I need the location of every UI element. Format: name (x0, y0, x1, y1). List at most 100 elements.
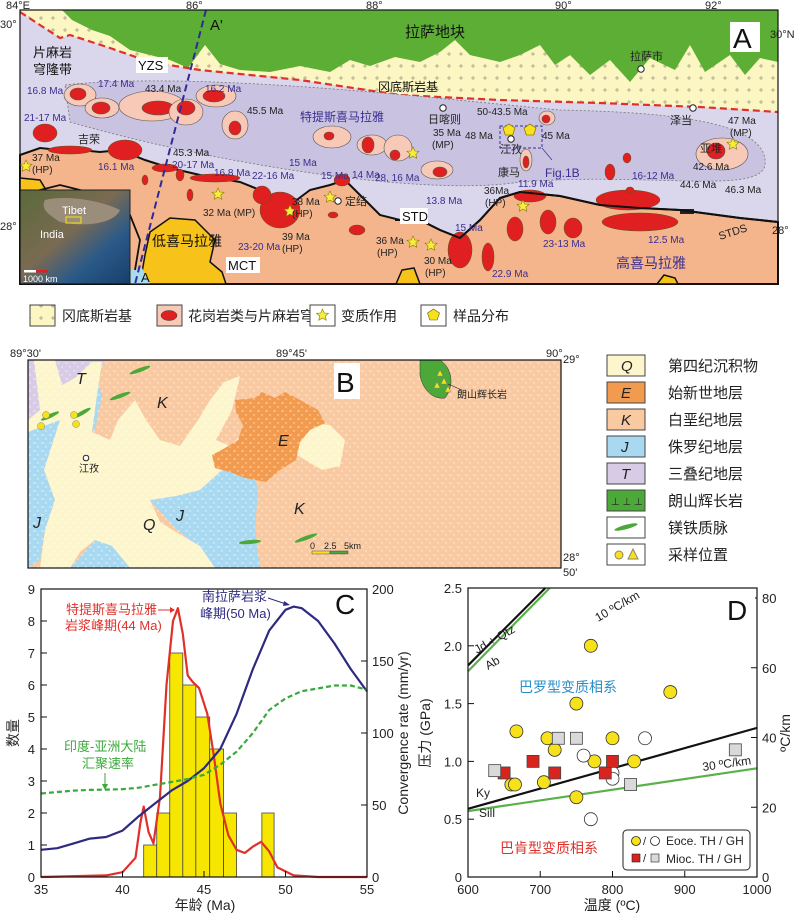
label-langshan-gabbro: 朗山辉长岩 (457, 388, 507, 401)
annotation-convergence-rate: 印度-亚洲大陆 (64, 739, 146, 754)
age-label: 50-43.5 Ma (477, 107, 528, 118)
age-label: 13.8 Ma (426, 196, 463, 207)
y-tick-label: 0.5 (444, 812, 462, 827)
pentagon-icon (427, 308, 440, 321)
label-fig1b[interactable]: Fig.1B (545, 166, 580, 180)
place-lhasa: 拉萨市 (630, 49, 663, 63)
age-label: 32 Ma (MP) (203, 208, 255, 219)
age-label: 16.8 Ma (27, 86, 64, 97)
legend-swatch (606, 435, 646, 458)
data-point (587, 754, 602, 769)
label-mct: MCT (228, 258, 256, 273)
reaction-line (467, 587, 547, 667)
legend-label: 花岗岩类与片麻岩穹隆 (188, 308, 328, 324)
panel-a-map: Tibet India 1000 km 84°E 86° 88° 90° 92°… (0, 0, 795, 285)
unit-label-j: J (175, 508, 185, 525)
age-label: 16.2 Ma (205, 84, 242, 95)
age-label: (MP) (432, 140, 454, 151)
region-label-greater-himalaya: 高喜马拉雅 (616, 255, 686, 271)
place-dinggye: 定结 (345, 194, 367, 208)
x-tick-label: 800 (602, 882, 624, 897)
label-yzs: YZS (138, 58, 164, 73)
age-label: 15 Ma (455, 223, 483, 234)
y-tick-label: 2.0 (444, 639, 462, 654)
y2-tick-label: 0 (762, 870, 769, 885)
age-label: 15 Ma (321, 171, 349, 182)
reaction-label-sill: Sill (479, 806, 495, 820)
y-tick-label: 1.5 (444, 697, 462, 712)
place-gyantse: 江孜 (500, 142, 522, 156)
legend-symbol: Q (621, 358, 633, 375)
gabbro-symbol: ⊥ ⊥ ⊥ (611, 497, 643, 508)
y2-tick-label: 20 (762, 800, 776, 815)
region-label-gneiss-dome-belt: 片麻岩 (33, 45, 72, 60)
age-label: 21-17 Ma (24, 113, 67, 124)
age-label: 14 Ma (352, 170, 380, 181)
age-label: 45.5 Ma (247, 106, 284, 117)
panel-b-map: 江孜 朗山辉长岩 T K E J J Q K B 0 2.5 5km 89°30… (10, 348, 580, 579)
age-label: 42.6 Ma (693, 162, 730, 173)
town-marker (82, 454, 90, 462)
reaction-line (467, 587, 551, 673)
age-label: (HP) (32, 165, 53, 176)
x-tick-label: 50 (278, 882, 292, 897)
age-label: 12.5 Ma (648, 235, 685, 246)
age-label: 36Ma (484, 186, 509, 197)
age-label: (HP) (425, 268, 446, 279)
reaction-label-ab: Ab (483, 653, 503, 673)
lat-tick: 30°N (770, 29, 795, 41)
x-tick-label: 700 (529, 882, 551, 897)
y-tick-label: 3 (28, 774, 35, 789)
panel-label-b: B (336, 367, 355, 398)
label-std: STD (402, 209, 428, 224)
region-label-lhasa-block: 拉萨地块 (405, 24, 465, 41)
data-point (569, 696, 584, 711)
langshan-gabbro-area (419, 359, 452, 399)
metamorphism-stars (19, 137, 740, 251)
annotation-lhasa-peak: 峰期(50 Ma) (200, 606, 271, 621)
scale-bar: 0 2.5 5km (310, 541, 361, 555)
data-point (624, 778, 637, 791)
data-point (509, 724, 524, 739)
legend-symbol: E (621, 385, 632, 402)
age-label: 48 Ma (465, 131, 493, 142)
chart-c-frame (40, 588, 368, 878)
data-point (508, 777, 522, 792)
unit-label-e: E (278, 433, 289, 450)
reaction-label-ky: Ky (476, 786, 490, 800)
x-tick-label: 900 (674, 882, 696, 897)
inset-scale-label: 1000 km (23, 274, 58, 284)
lat-tick: 50' (563, 567, 577, 579)
lat-tick: 28° (772, 225, 789, 237)
fig1b-extent-box[interactable] (499, 125, 543, 149)
data-point (569, 790, 584, 805)
legend-symbol: K (621, 412, 632, 429)
data-point (598, 766, 612, 780)
legend-label: 侏罗纪地层 (668, 439, 743, 456)
map-b-frame (27, 359, 562, 569)
map-a-coordinates: 84°E 86° 88° 90° 92° 30° 28° 30°N 28° (0, 0, 795, 237)
lon-tick: 90° (546, 348, 563, 360)
label-buchan-series: 巴肯型变质相系 (500, 840, 598, 856)
chart-c-xlabel: 年龄 (Ma) (175, 897, 236, 913)
sub-himalaya-area (128, 268, 150, 284)
location-inset-map: Tibet India 1000 km (19, 189, 131, 285)
circle-icon (614, 550, 624, 560)
histogram-bar (143, 844, 158, 878)
legend-label: 三叠纪地层 (668, 466, 743, 483)
legend-b: Q 第四纪沉积物 E 始新世地层 K 白垩纪地层 J 侏罗纪地层 T 三叠纪地层 ⊥ ⊥ ⊥ 朗山辉长… (606, 354, 758, 566)
x-tick-label: 55 (360, 882, 374, 897)
legend-label: 朗山辉长岩 (668, 493, 743, 510)
chart-d: 600 700 800 900 100000.51.01.52.02.502040608… (417, 581, 793, 913)
data-point (488, 764, 502, 778)
lat-tick: 28° (0, 221, 17, 233)
profile-line-a-a-prime (134, 9, 207, 285)
y-tick-label: 1 (28, 838, 35, 853)
mafic-veins (40, 365, 318, 545)
legend-swatch (606, 408, 646, 431)
y-tick-label: 6 (28, 678, 35, 693)
age-label: 45.3 Ma (173, 148, 210, 159)
age-label: 16.1 Ma (98, 162, 135, 173)
age-label: 36 Ma (376, 236, 404, 247)
panel-label-a: A (733, 23, 752, 54)
